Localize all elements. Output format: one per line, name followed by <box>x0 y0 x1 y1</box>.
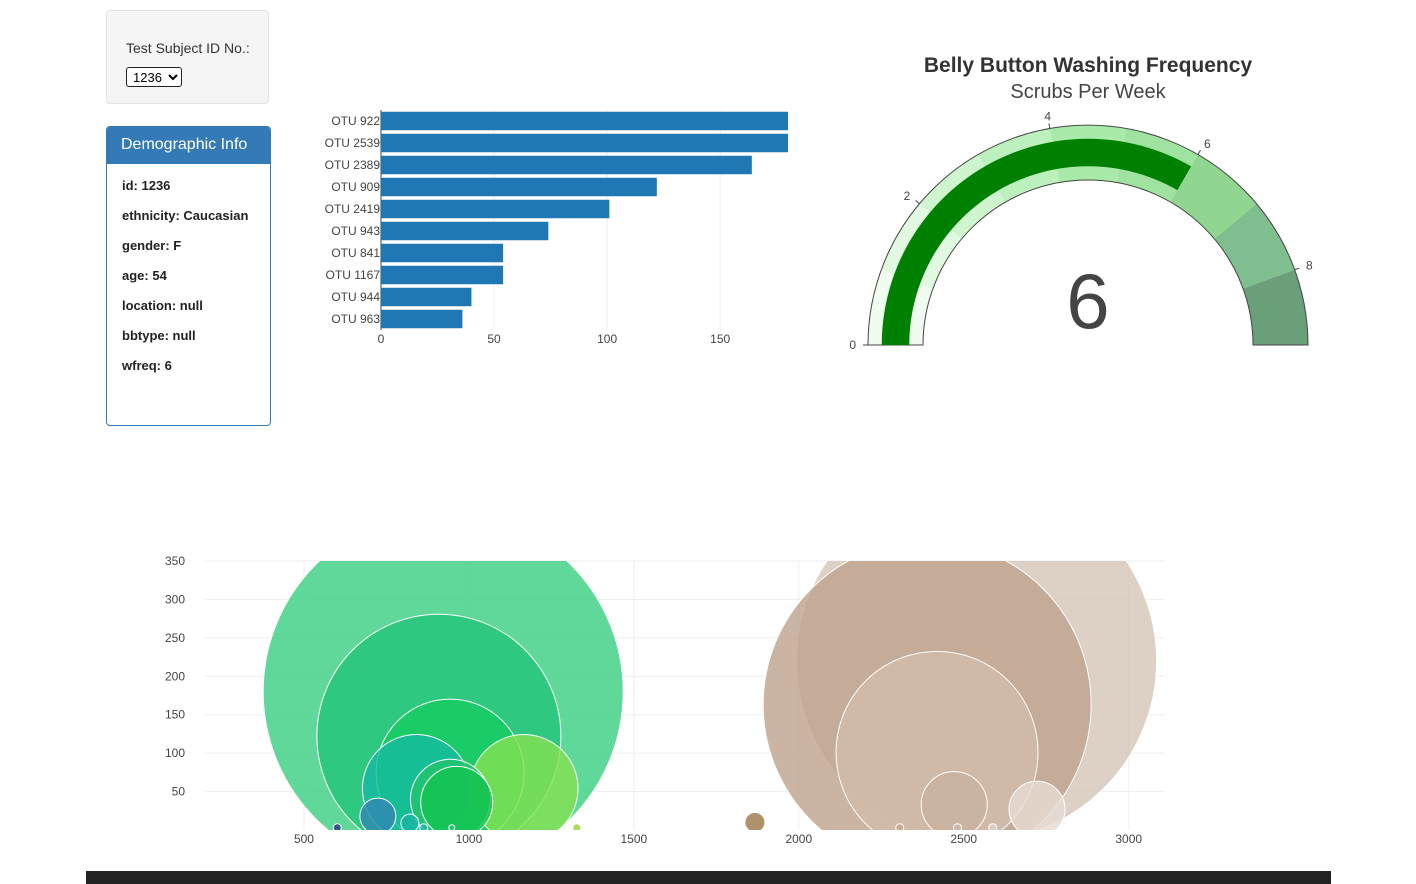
gauge-subtitle: Scrubs Per Week <box>1010 81 1166 103</box>
bar-category-label: OTU 2539 <box>325 136 381 150</box>
bubble-x-tick-label: 1500 <box>621 832 648 846</box>
gauge-title: Belly Button Washing Frequency <box>924 54 1253 77</box>
bubble-group <box>263 481 1156 870</box>
bar-x-tick-label: 100 <box>597 332 617 346</box>
bar-category-label: OTU 1167 <box>326 268 381 282</box>
bubble <box>360 798 396 834</box>
bubble-y-tick-label: 300 <box>165 592 185 606</box>
bar-category-label: OTU 909 <box>331 180 380 194</box>
bubble <box>989 824 997 832</box>
bar <box>381 288 471 306</box>
bar <box>381 112 788 130</box>
bar-x-tick-label: 50 <box>487 332 501 346</box>
bar <box>381 134 788 152</box>
bar-category-label: OTU 943 <box>331 224 380 238</box>
gauge-tick-label: 8 <box>1306 259 1313 273</box>
bubble-x-tick-label: 2500 <box>950 832 977 846</box>
gauge-value: 6 <box>1066 257 1109 345</box>
gauge-tick-mark <box>1049 123 1050 128</box>
bubble <box>745 812 765 832</box>
bubble <box>953 824 961 832</box>
bubble <box>420 824 428 832</box>
bar-category-label: OTU 841 <box>331 246 380 260</box>
bubble-y-tick-label: 100 <box>165 746 185 760</box>
bubble-x-tick-label: 1000 <box>456 832 483 846</box>
bubble-x-tick-label: 3000 <box>1115 832 1142 846</box>
bubble-x-tick-label: 500 <box>294 832 314 846</box>
bar-category-label: OTU 2389 <box>325 158 381 172</box>
bar <box>381 200 609 218</box>
bar-category-label: OTU 963 <box>331 312 380 326</box>
bubble <box>333 824 341 832</box>
bar-category-label: OTU 944 <box>331 290 380 304</box>
otu-bubble-chart: 500 1000 1500 2000 2500 3000 50 100 150 200 250 300… <box>165 481 1165 870</box>
bar <box>381 156 752 174</box>
bar <box>381 222 548 240</box>
bar-category-label: OTU 2419 <box>325 202 381 216</box>
footer-bar <box>86 871 1331 884</box>
gauge-tick-mark <box>916 200 920 203</box>
bubble <box>1009 781 1065 837</box>
bubble-y-tick-label: 50 <box>172 785 186 799</box>
bar-x-tick-label: 0 <box>378 332 385 346</box>
bubble <box>573 824 581 832</box>
bubble <box>896 824 904 832</box>
bar <box>381 310 462 328</box>
gauge-tick-label: 0 <box>849 338 856 352</box>
bubble <box>449 825 455 831</box>
bubble <box>401 814 419 832</box>
gauge-tick-mark <box>1198 150 1201 154</box>
bubble-y-tick-label: 200 <box>165 669 185 683</box>
bubble-y-tick-label: 350 <box>165 554 185 568</box>
bar-category-label: OTU 922 <box>331 114 380 128</box>
bar-x-tick-label: 150 <box>710 332 730 346</box>
top-otu-bar-chart: 0 50 100 150 OTU 922 OTU 2539 OTU 2389 OTU 909 O… <box>325 110 788 346</box>
gauge-tick-label: 4 <box>1044 110 1051 124</box>
bar <box>381 266 503 284</box>
bubble-x-tick-label: 2000 <box>785 832 812 846</box>
gauge-tick-mark <box>1295 268 1300 270</box>
gauge-tick-label: 2 <box>904 189 911 203</box>
bar <box>381 244 503 262</box>
bubble <box>421 766 493 838</box>
bar <box>381 178 657 196</box>
gauge-tick-label: 6 <box>1204 137 1211 151</box>
bubble-y-tick-label: 250 <box>165 631 185 645</box>
washing-frequency-gauge: 0 2 4 6 8 Belly Button Washing Frequency Scrub… <box>849 54 1313 352</box>
gauge-value-bar <box>882 139 1191 345</box>
bubble-y-tick-label: 150 <box>165 708 185 722</box>
